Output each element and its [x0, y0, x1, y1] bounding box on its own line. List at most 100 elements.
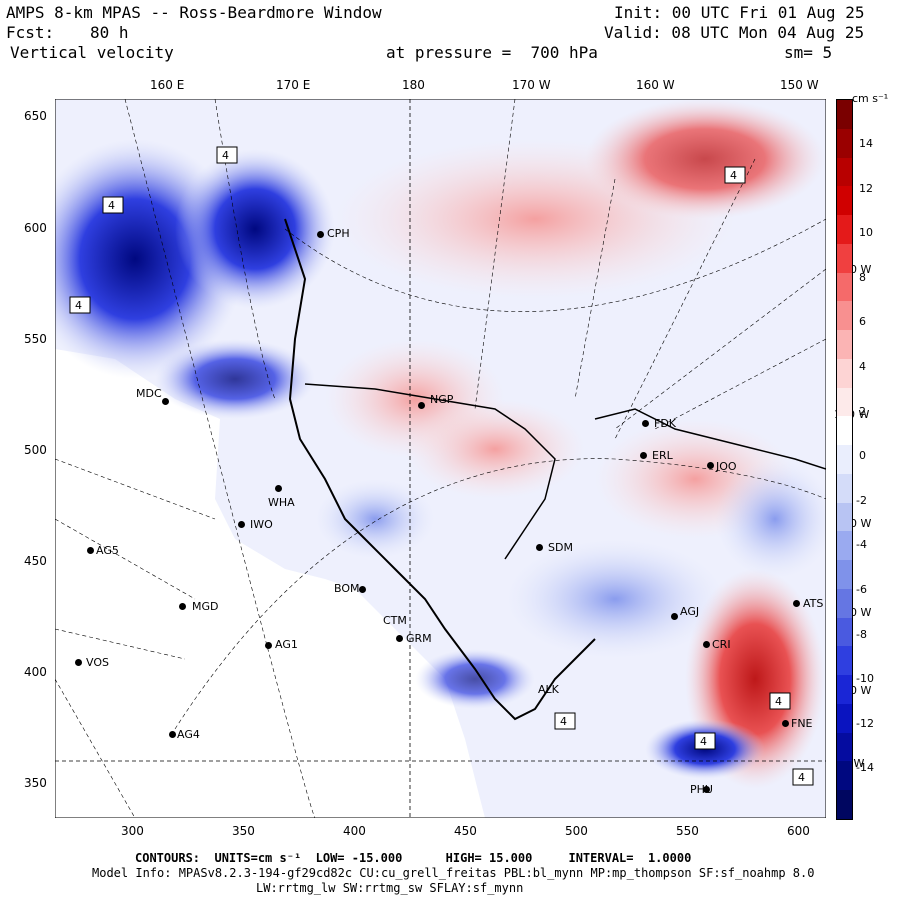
station-dot — [75, 659, 82, 666]
contour-box-label: 4 — [700, 735, 707, 748]
colorbar-swatch — [837, 157, 852, 187]
model-info: Model Info: MPASv8.2.3-194-gf29cd82c CU:… — [92, 866, 815, 880]
station-dot — [238, 521, 245, 528]
station-dot — [536, 544, 543, 551]
colorbar-swatch — [837, 617, 852, 647]
station-dot — [87, 547, 94, 554]
station-label: JOO — [716, 460, 737, 473]
station-label: BOM — [334, 582, 360, 595]
lon-label: 150 W — [780, 78, 819, 92]
station-dot — [396, 635, 403, 642]
station-label: MGD — [192, 600, 219, 613]
colorbar-tick-label: 12 — [859, 181, 873, 195]
coastline — [304, 383, 556, 560]
colorbar-tick-label: -2 — [856, 493, 867, 507]
smoothing-value: sm= 5 — [784, 43, 833, 62]
y-tick: 500 — [24, 443, 47, 457]
station-dot — [793, 600, 800, 607]
station-label: CRI — [712, 638, 731, 651]
station-dot — [162, 398, 169, 405]
station-label: FDK — [654, 417, 677, 430]
colorbar-swatch — [837, 301, 852, 331]
contour-box-label: 4 — [75, 299, 82, 312]
station-dot — [179, 603, 186, 610]
coastline — [594, 408, 826, 470]
y-tick: 550 — [24, 332, 47, 346]
x-tick: 600 — [787, 824, 810, 838]
colorbar-tick-label: 4 — [859, 360, 866, 373]
station-label: VOS — [86, 656, 109, 669]
lon-label: 160 E — [150, 78, 185, 92]
station-label: AGJ — [680, 605, 700, 618]
station-label: WHA — [268, 496, 295, 509]
station-dot — [707, 462, 714, 469]
colorbar-swatch — [837, 560, 852, 590]
colorbar-tick-label: -14 — [856, 761, 874, 775]
station-label: PHU — [690, 783, 713, 796]
station-dot — [703, 786, 710, 793]
contour-box-labels: 4 4 4 4 4 4 4 4 — [69, 146, 814, 786]
colorbar-tick-label: -12 — [856, 716, 874, 730]
colorbar-swatch — [837, 358, 852, 389]
colorbar-tick-label: 14 — [859, 137, 873, 150]
colorbar-swatch — [837, 445, 852, 475]
variable-name: Vertical velocity — [10, 43, 174, 62]
colorbar-swatch — [837, 330, 852, 360]
station-label: ALK — [538, 683, 559, 696]
colorbar-swatch — [837, 387, 852, 417]
station-dot — [671, 613, 678, 620]
colorbar-swatch — [837, 243, 852, 274]
colorbar-swatch — [837, 473, 852, 504]
station-dot — [640, 452, 647, 459]
station-label: AG5 — [96, 544, 119, 557]
station-dot — [265, 642, 272, 649]
station-label: SDM — [548, 541, 573, 554]
colorbar-swatch — [837, 531, 852, 561]
colorbar-swatch — [837, 732, 852, 762]
colorbar-tick-label: 6 — [859, 315, 866, 329]
station-dot — [642, 420, 649, 427]
lon-label: 170 W — [512, 78, 551, 92]
lon-label: 180 — [402, 78, 425, 92]
colorbar-tick-label: -10 — [856, 672, 874, 686]
colorbar-swatch — [837, 215, 852, 245]
station-label: NGP — [430, 393, 454, 406]
station-dot — [703, 641, 710, 648]
contour-box-label: 4 — [108, 199, 115, 212]
station-label: AG4 — [177, 728, 200, 741]
ice-sheet-region — [55, 349, 485, 818]
station-label: ERL — [652, 449, 673, 462]
colorbar-swatch — [837, 416, 852, 446]
y-tick: 400 — [24, 665, 47, 679]
contour-box-label: 4 — [560, 715, 567, 728]
station-label: CTM — [383, 614, 407, 627]
colorbar-tick-label: -8 — [856, 627, 867, 641]
colorbar-swatch — [837, 646, 852, 676]
y-tick: 650 — [24, 109, 47, 123]
colorbar-swatch — [837, 790, 852, 820]
model-info-physics: LW:rrtmg_lw SW:rrtmg_sw SFLAY:sf_mynn — [256, 881, 524, 895]
colorbar-tick-label: -6 — [856, 583, 867, 596]
forecast-label: Fcst: — [6, 23, 55, 42]
colorbar-swatch — [837, 703, 852, 734]
forecast-hour: 80 h — [90, 23, 129, 42]
colorbar-tick-label: 2 — [859, 404, 866, 418]
contour-box-label: 4 — [798, 771, 805, 784]
contour-box-label: 4 — [730, 169, 737, 182]
x-tick: 400 — [343, 824, 366, 838]
contour-box-label: 4 — [775, 695, 782, 708]
y-tick: 450 — [24, 554, 47, 568]
colorbar-tick-label: -4 — [856, 538, 867, 552]
station-dot — [317, 231, 324, 238]
colorbar-swatch — [837, 588, 852, 619]
colorbar-swatch — [837, 272, 852, 302]
station-dot — [169, 731, 176, 738]
station-label: GRM — [406, 632, 432, 645]
x-tick: 350 — [232, 824, 255, 838]
x-tick: 300 — [121, 824, 144, 838]
contour-box-label: 4 — [222, 149, 229, 162]
station-dot — [782, 720, 789, 727]
valid-time: Valid: 08 UTC Mon 04 Aug 25 — [604, 23, 865, 42]
station-label: MDC — [136, 387, 162, 400]
station-label: CPH — [327, 227, 350, 240]
